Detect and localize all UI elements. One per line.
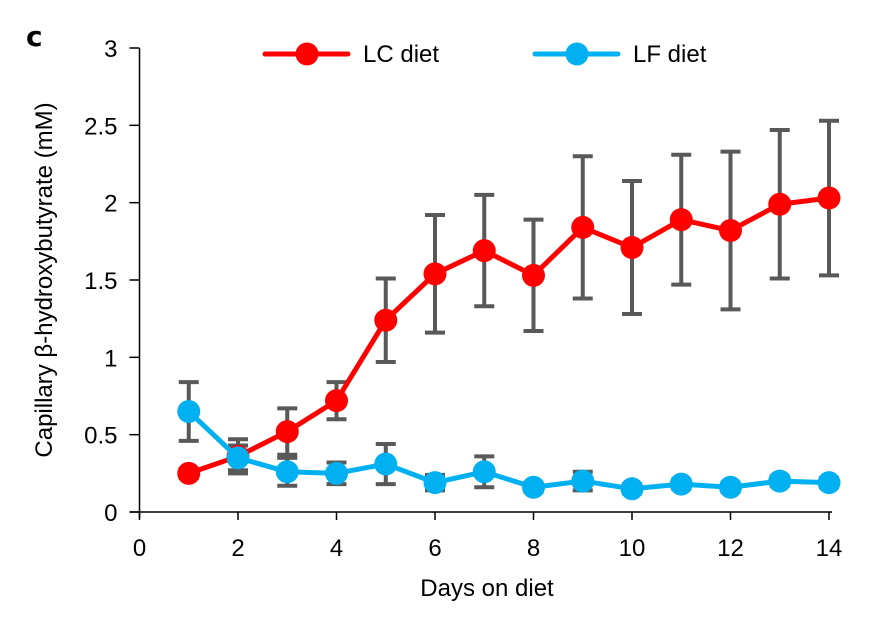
x-tick-label: 2 — [231, 535, 244, 562]
y-tick-label: 1.5 — [84, 268, 117, 295]
legend: LC diet LF diet — [262, 41, 707, 68]
data-point-lf-diet — [817, 471, 841, 495]
series-layer — [177, 118, 841, 501]
data-point-lc-diet — [177, 461, 201, 485]
data-point-lf-diet — [571, 469, 595, 493]
y-tick-label: 0 — [104, 500, 117, 527]
x-axis: 0 2 4 6 8 10 12 14 — [129, 511, 843, 562]
x-tick-label: 6 — [428, 535, 441, 562]
data-point-lf-diet — [325, 461, 348, 485]
panel-label: c — [26, 20, 43, 53]
data-point-lc-diet — [325, 389, 348, 413]
data-point-lf-diet — [177, 399, 201, 423]
data-point-lf-diet — [423, 471, 447, 495]
data-point-lf-diet — [620, 477, 644, 501]
y-tick-label: 0.5 — [84, 423, 117, 450]
legend-label-lc-diet: LC diet — [363, 41, 439, 68]
data-point-lc-diet — [275, 420, 299, 444]
x-tick-label: 12 — [717, 535, 744, 562]
x-tick-label: 4 — [330, 535, 343, 562]
data-point-lf-diet — [472, 460, 496, 484]
data-point-lc-diet — [669, 208, 693, 232]
y-tick-label: 2 — [104, 191, 117, 218]
data-point-lc-diet — [571, 215, 595, 239]
legend-marker-lc-diet — [295, 42, 319, 66]
data-point-lc-diet — [719, 219, 742, 243]
data-point-lc-diet — [472, 239, 496, 263]
y-axis: 0 0.5 1 1.5 2 2.5 3 — [84, 36, 141, 527]
legend-item-lf-diet: LF diet — [532, 41, 707, 68]
data-point-lc-diet — [620, 236, 644, 260]
x-axis-title: Days on diet — [420, 575, 554, 602]
data-point-lc-diet — [423, 262, 447, 286]
legend-item-lc-diet: LC diet — [262, 41, 439, 68]
data-point-lc-diet — [817, 186, 841, 210]
series-lf-diet — [177, 399, 841, 501]
data-point-lf-diet — [768, 469, 792, 493]
data-point-lf-diet — [522, 475, 545, 499]
series-lc-diet-errorbars — [178, 118, 839, 480]
data-point-lc-diet — [768, 192, 792, 216]
data-point-lc-diet — [522, 263, 545, 287]
y-tick-label: 3 — [104, 36, 117, 63]
x-tick-label: 8 — [527, 535, 540, 562]
x-tick-label: 10 — [619, 535, 646, 562]
x-tick-label: 14 — [816, 535, 843, 562]
data-point-lf-diet — [226, 446, 250, 470]
y-tick-label: 1 — [104, 345, 117, 372]
legend-marker-lf-diet — [565, 42, 589, 66]
data-point-lf-diet — [374, 452, 398, 476]
data-point-lc-diet — [374, 308, 398, 332]
x-tick-label: 0 — [133, 535, 146, 562]
series-lc-diet — [177, 186, 841, 485]
data-point-lf-diet — [669, 472, 693, 496]
y-tick-label: 2.5 — [84, 113, 117, 140]
data-point-lf-diet — [275, 460, 299, 484]
data-point-lf-diet — [719, 475, 742, 499]
legend-label-lf-diet: LF diet — [633, 41, 707, 68]
y-axis-title: Capillary β-hydroxybutyrate (mM) — [31, 102, 58, 457]
